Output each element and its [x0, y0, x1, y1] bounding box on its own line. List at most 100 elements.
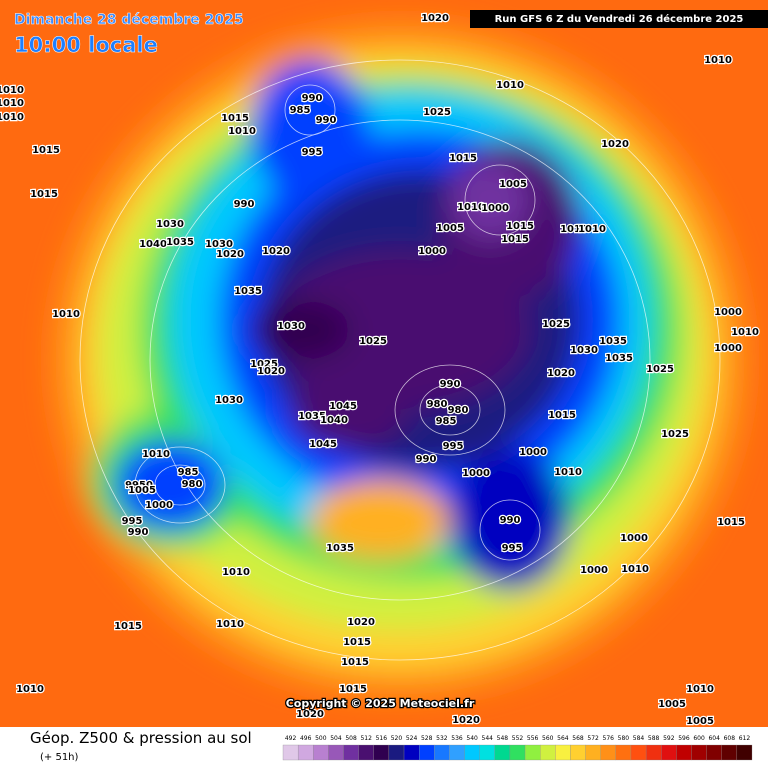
pressure-label: 1000: [620, 533, 648, 544]
pressure-label: 995: [443, 441, 464, 452]
pressure-label: 990: [234, 199, 255, 210]
pressure-label: 1015: [506, 221, 534, 232]
pressure-label: 1030: [156, 219, 184, 230]
scale-label: 544: [482, 735, 494, 742]
scale-swatch: [434, 744, 450, 761]
pressure-label: 1020: [216, 249, 244, 260]
pressure-label: 1015: [30, 189, 58, 200]
pressure-label: 1015: [32, 145, 60, 156]
scale-label: 556: [527, 735, 539, 742]
scale-swatch: [630, 744, 647, 761]
pressure-label: 1020: [452, 715, 480, 726]
pressure-label: 1005: [436, 223, 464, 234]
pressure-label: 1035: [234, 286, 262, 297]
pressure-label: 1010: [16, 684, 44, 695]
pressure-label: 1020: [257, 366, 285, 377]
pressure-label: 1035: [599, 336, 627, 347]
pressure-label: 1010: [228, 126, 256, 137]
pressure-label: 1010: [578, 224, 606, 235]
pressure-label: 1010: [0, 85, 24, 96]
pressure-label: 1015: [449, 153, 477, 164]
scale-label: 576: [603, 735, 615, 742]
pressure-label: 990: [302, 93, 323, 104]
scale-swatch: [615, 744, 632, 761]
geopotential-field: [0, 0, 768, 727]
pressure-label: 1020: [547, 368, 575, 379]
pressure-label: 990: [128, 527, 149, 538]
pressure-label: 1040: [320, 415, 348, 426]
scale-label: 540: [466, 735, 478, 742]
pressure-label: 1000: [481, 203, 509, 214]
scale-swatch: [555, 744, 571, 761]
pressure-label: 1035: [326, 543, 354, 554]
pressure-label: 990: [440, 379, 461, 390]
pressure-label: 1000: [580, 565, 608, 576]
pressure-label: 1045: [309, 439, 337, 450]
pressure-label: 1010: [554, 467, 582, 478]
scale-swatch: [570, 744, 586, 761]
pressure-label: 1005: [686, 716, 714, 727]
pressure-label: 1005: [499, 179, 527, 190]
scale-label: 524: [406, 735, 418, 742]
scale-label: 608: [724, 735, 736, 742]
scale-label: 528: [421, 735, 433, 742]
pressure-label: 980: [427, 399, 448, 410]
pressure-label: 985: [290, 105, 311, 116]
pressure-label: 990: [500, 515, 521, 526]
scale-label: 604: [708, 735, 720, 742]
pressure-label: 995: [502, 543, 523, 554]
pressure-label: 1015: [501, 234, 529, 245]
time: 10:00 locale: [14, 33, 158, 57]
scale-swatch: [419, 744, 435, 761]
scale-swatch: [509, 744, 526, 761]
scale-label: 584: [633, 735, 645, 742]
pressure-label: 1035: [298, 411, 326, 422]
scale-swatch: [479, 744, 495, 761]
footer-lead: (+ 51h): [40, 752, 79, 763]
pressure-label: 1005: [128, 485, 156, 496]
scale-swatch: [661, 744, 677, 761]
scale-swatch: [585, 744, 601, 761]
pressure-label: 980: [448, 405, 469, 416]
pressure-label: 1035: [605, 353, 633, 364]
pressure-label: 1000: [418, 246, 446, 257]
pressure-label: 1025: [250, 359, 278, 370]
scale-swatch: [328, 744, 344, 761]
scale-label: 500: [315, 735, 327, 742]
pressure-label: 1020: [421, 13, 449, 24]
scale-label: 492: [285, 735, 297, 742]
scale-label: 516: [376, 735, 388, 742]
scale-swatch: [449, 744, 465, 761]
scale-label: 504: [330, 735, 342, 742]
pressure-label: 1025: [359, 336, 387, 347]
scale-swatch: [676, 744, 692, 761]
pressure-label: 1020: [262, 246, 290, 257]
scale-label: 600: [693, 735, 705, 742]
pressure-label: 1010: [222, 567, 250, 578]
pressure-label: 1010: [621, 564, 649, 575]
scale-label: 548: [497, 735, 509, 742]
scale-swatch: [706, 744, 722, 761]
pressure-label: 1000: [714, 307, 742, 318]
pressure-label: 1030: [215, 395, 243, 406]
pressure-label: 1000: [519, 447, 547, 458]
scale-label: 532: [436, 735, 448, 742]
footer-title: Géop. Z500 & pression au sol: [30, 729, 252, 747]
scale-swatch: [343, 744, 359, 761]
scale-swatch: [736, 744, 753, 761]
pressure-label: 1000: [714, 343, 742, 354]
pressure-label: 1015: [341, 657, 369, 668]
scale-swatch: [494, 744, 511, 761]
pressure-label: 1010: [0, 98, 24, 109]
scale-swatch: [282, 744, 299, 761]
scale-label: 508: [345, 735, 357, 742]
pressure-label: 1025: [646, 364, 674, 375]
scale-label: 596: [678, 735, 690, 742]
scale-label: 560: [542, 735, 554, 742]
scale-label: 564: [557, 735, 569, 742]
scale-swatch: [358, 744, 374, 761]
run-box: [470, 10, 768, 28]
copyright: Copyright © 2025 Meteociel.fr: [286, 697, 475, 710]
pressure-label: 1025: [661, 429, 689, 440]
